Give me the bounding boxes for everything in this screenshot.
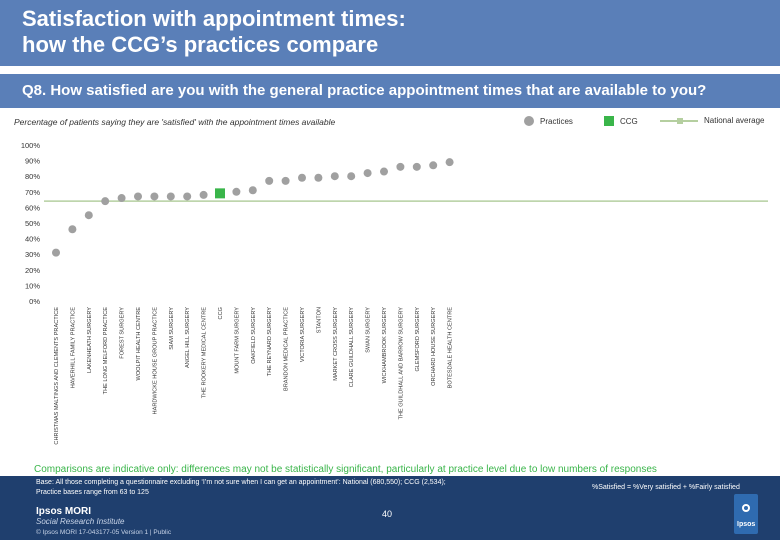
y-tick-label: 90% — [25, 157, 40, 166]
practice-point — [68, 225, 77, 234]
category-label: THE ROOKERY MEDICAL CENTRE — [202, 307, 208, 399]
legend-practices-label: Practices — [540, 116, 573, 126]
practice-point — [363, 169, 372, 178]
practice-point — [52, 248, 60, 257]
category-label: WICKHAMBROOK SURGERY — [382, 307, 388, 384]
practice-point — [101, 197, 110, 206]
category-label: OAKFIELD SURGERY — [251, 307, 257, 364]
category-label: CCG — [218, 307, 224, 319]
ccg-marker — [215, 188, 225, 199]
practice-point — [232, 187, 241, 196]
category-label: MOUNT FARM SURGERY — [234, 307, 240, 374]
practice-point — [265, 176, 274, 185]
y-tick-label: 10% — [25, 281, 40, 290]
y-tick-label: 100% — [21, 141, 41, 150]
legend-ccg: CCG — [604, 116, 638, 126]
y-tick-label: 40% — [25, 235, 40, 244]
practice-point — [429, 161, 438, 170]
footer: Base: All those completing a questionnai… — [0, 476, 780, 540]
category-label: MARKET CROSS SURGERY — [333, 307, 339, 381]
practice-point — [281, 176, 290, 185]
practice-point — [314, 173, 323, 182]
national-line-icon — [660, 117, 698, 125]
category-label: WOOLPIT HEALTH CENTRE — [136, 307, 142, 381]
practice-point — [248, 186, 257, 195]
page-title: Satisfaction with appointment times: how… — [22, 6, 406, 57]
practice-point — [380, 167, 388, 176]
category-label: SWAN SURGERY — [366, 307, 372, 353]
copyright: © Ipsos MORI 17-043177-05 Version 1 | Pu… — [36, 529, 172, 536]
practice-point — [347, 172, 356, 181]
practice-point — [396, 162, 405, 171]
practice-point — [166, 192, 175, 201]
category-label: ORCHARD HOUSE SURGERY — [431, 307, 437, 386]
category-label: CLARE GUILDHALL SURGERY — [349, 307, 355, 387]
category-label: VICTORIA SURGERY — [300, 307, 306, 362]
category-label: BOTESDALE HEALTH CENTRE — [448, 307, 454, 389]
ccg-square-icon — [604, 116, 614, 126]
category-label: GLEMSFORD SURGERY — [415, 307, 421, 372]
legend-national-label: National average — [704, 116, 765, 125]
practice-point — [445, 158, 454, 167]
page-number: 40 — [382, 509, 393, 519]
practice-point — [183, 192, 192, 201]
category-label: STANTON — [316, 307, 322, 333]
category-label: HAVERHILL FAMILY PRACTICE — [70, 307, 76, 389]
category-label: THE LONG MELFORD PRACTICE — [103, 307, 109, 395]
y-tick-label: 50% — [25, 219, 40, 228]
comparison-note: Comparisons are indicative only: differe… — [34, 464, 657, 475]
brand-logo: Ipsos MORI — [36, 506, 92, 517]
question-bar: Q8. How satisfied are you with the gener… — [0, 74, 780, 108]
y-tick-label: 30% — [25, 250, 40, 259]
category-label: LAKENHEATH SURGERY — [87, 307, 93, 373]
y-tick-label: 20% — [25, 266, 40, 275]
practice-point — [412, 162, 421, 171]
practice-point — [298, 173, 306, 182]
practice-point — [84, 211, 93, 220]
practice-point — [330, 172, 339, 181]
category-label: THE GUILDHALL AND BARROW SURGERY — [398, 307, 404, 420]
practice-dot-icon — [524, 116, 534, 126]
practice-point — [150, 192, 159, 201]
y-tick-label: 60% — [25, 203, 40, 212]
legend-national: National average — [660, 116, 764, 125]
legend-ccg-label: CCG — [620, 116, 638, 126]
y-tick-label: 80% — [25, 172, 40, 181]
title-bar: Satisfaction with appointment times: how… — [0, 0, 780, 66]
practice-point — [199, 190, 208, 199]
question-text: Q8. How satisfied are you with the gener… — [22, 82, 707, 99]
satisfied-definition: %Satisfied = %Very satisfied + %Fairly s… — [592, 484, 740, 491]
practice-point — [134, 192, 142, 201]
category-label: THE REYNARD SURGERY — [267, 307, 273, 376]
category-label: FOREST SURGERY — [120, 307, 126, 359]
logo-mark-icon — [742, 504, 750, 512]
satisfaction-chart: 100% 90% 80% 70% 60% 50% 40% 30% 20% 10% 0% CHRISTM… — [21, 141, 768, 445]
legend-practices: Practices — [524, 116, 573, 126]
practice-point — [117, 194, 126, 203]
category-label: ANGEL HILL SURGERY — [185, 307, 191, 368]
category-label: CHRISTMAS MALTINGS AND CLEMENTS PRACTICE — [54, 307, 60, 445]
category-label: BRANDON MEDICAL PRACTICE — [284, 307, 290, 391]
ipsos-logo-icon: Ipsos — [734, 494, 758, 534]
category-label: SIAM SURGERY — [169, 307, 175, 350]
logo-text: Ipsos — [737, 521, 756, 528]
brand-subtitle: Social Research Institute — [36, 517, 125, 526]
category-label: HARDWICKE HOUSE GROUP PRACTICE — [152, 307, 158, 415]
chart-subtitle: Percentage of patients saying they are '… — [14, 117, 336, 127]
base-text: Base: All those completing a questionnai… — [36, 479, 446, 496]
y-tick-label: 0% — [29, 297, 40, 306]
y-tick-label: 70% — [25, 188, 40, 197]
